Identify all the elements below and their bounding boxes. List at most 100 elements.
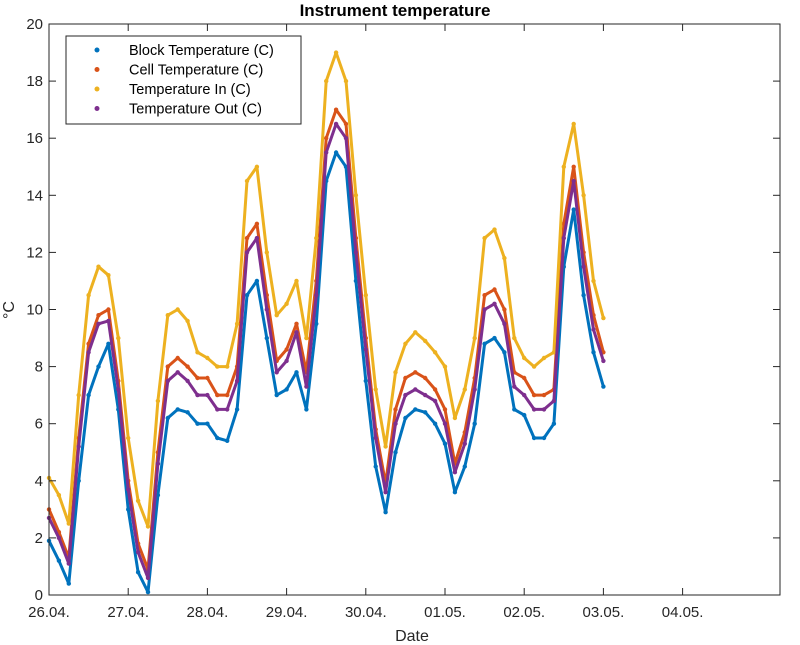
data-point	[452, 415, 458, 421]
x-tick-label: 03.05.	[583, 604, 625, 621]
data-point	[561, 235, 566, 241]
data-point	[145, 524, 151, 529]
x-tick-label: 02.05.	[503, 604, 545, 621]
series-3	[46, 121, 606, 581]
data-point	[284, 358, 289, 364]
data-point	[413, 330, 418, 335]
data-point	[116, 387, 121, 392]
data-point	[116, 335, 121, 341]
data-point	[76, 392, 81, 398]
data-point	[96, 321, 101, 326]
data-point	[522, 392, 527, 398]
data-point	[333, 107, 339, 112]
data-point	[423, 410, 428, 415]
data-point	[482, 235, 487, 241]
data-point	[531, 407, 537, 412]
data-point	[135, 550, 141, 555]
data-point	[531, 364, 537, 369]
data-point	[423, 392, 428, 398]
data-point	[234, 321, 240, 326]
data-point	[284, 347, 289, 352]
data-point	[155, 461, 161, 466]
data-point	[274, 392, 279, 398]
legend-label: Temperature Out (C)	[129, 102, 262, 118]
x-tick-label: 26.04.	[28, 604, 70, 621]
data-point	[373, 464, 378, 469]
data-point	[324, 136, 329, 141]
data-point	[86, 392, 91, 398]
data-point	[522, 355, 527, 361]
y-axis-label: °C	[1, 301, 18, 319]
data-point	[551, 350, 557, 355]
data-point	[373, 435, 378, 441]
data-point	[591, 327, 596, 332]
data-point	[165, 364, 170, 369]
data-point	[155, 398, 161, 404]
data-point	[393, 450, 398, 455]
data-point	[482, 293, 487, 298]
data-point	[601, 384, 606, 389]
data-point	[175, 370, 180, 375]
legend-marker	[94, 47, 100, 53]
data-point	[393, 370, 398, 375]
data-point	[195, 350, 200, 355]
x-tick-label: 29.04.	[266, 604, 308, 621]
data-point	[541, 392, 547, 398]
data-point	[442, 441, 448, 446]
data-point	[601, 358, 606, 364]
data-point	[581, 293, 586, 298]
data-point	[333, 121, 339, 127]
data-point	[333, 150, 339, 155]
data-point	[244, 235, 250, 241]
data-point	[591, 278, 596, 284]
data-point	[423, 338, 428, 344]
data-point	[106, 273, 111, 278]
data-point	[225, 392, 230, 398]
data-point	[492, 335, 497, 341]
data-point	[541, 435, 547, 441]
legend-label: Temperature In (C)	[129, 82, 251, 98]
data-point	[86, 293, 91, 298]
data-point	[264, 250, 269, 255]
data-point	[561, 164, 566, 169]
data-point	[96, 364, 101, 369]
data-point	[363, 347, 368, 352]
data-point	[462, 441, 467, 446]
data-point	[314, 321, 319, 326]
data-point	[175, 307, 180, 312]
data-point	[373, 387, 378, 392]
data-point	[254, 221, 260, 226]
data-point	[234, 378, 240, 384]
legend-label: Block Temperature (C)	[129, 43, 274, 59]
data-point	[185, 318, 190, 324]
data-point	[551, 398, 557, 404]
data-point	[472, 335, 477, 341]
data-point	[502, 255, 507, 261]
data-point	[185, 410, 190, 415]
y-tick-label: 6	[35, 416, 43, 433]
data-point	[165, 415, 170, 421]
data-point	[274, 313, 279, 318]
data-point	[215, 364, 220, 369]
data-point	[571, 207, 576, 212]
data-point	[155, 492, 161, 498]
data-point	[442, 364, 448, 369]
data-point	[215, 392, 220, 398]
legend-marker	[94, 67, 100, 72]
data-point	[175, 355, 180, 361]
data-point	[383, 444, 388, 449]
data-point	[363, 293, 368, 298]
data-point	[76, 444, 81, 449]
data-point	[462, 464, 467, 469]
x-tick-label: 01.05.	[424, 604, 466, 621]
data-point	[492, 287, 497, 292]
data-point	[333, 50, 339, 55]
data-point	[106, 307, 111, 312]
data-point	[531, 392, 537, 398]
series-2	[46, 50, 606, 529]
data-point	[531, 435, 537, 441]
data-point	[195, 375, 200, 381]
data-point	[353, 250, 359, 255]
data-point	[541, 355, 547, 361]
